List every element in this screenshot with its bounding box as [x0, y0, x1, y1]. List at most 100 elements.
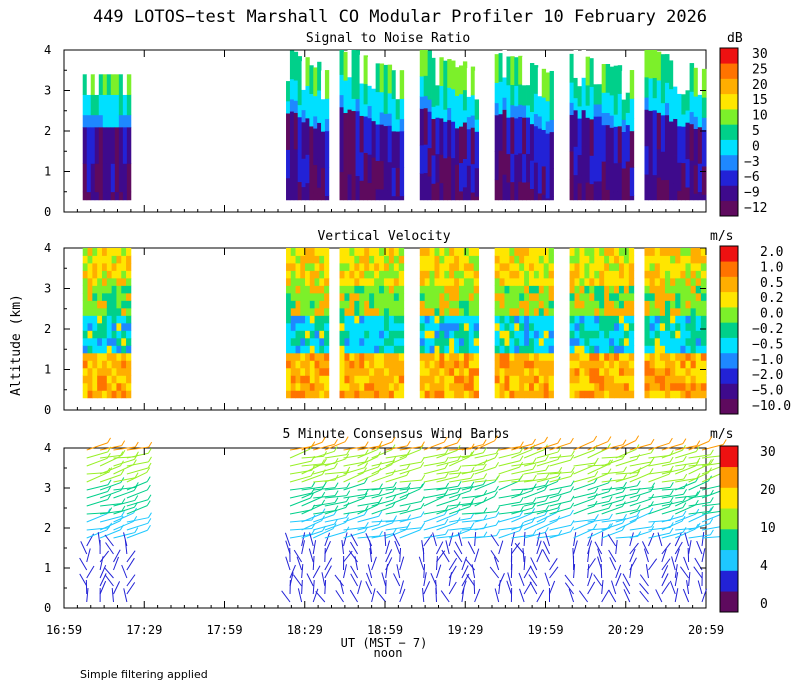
- velocity-cell: [106, 262, 113, 271]
- wind-barb: [289, 497, 311, 507]
- wind-barb: [461, 501, 484, 507]
- wind-barb: [461, 588, 465, 603]
- velocity-cell: [295, 285, 301, 294]
- snr-cell: [609, 95, 615, 116]
- wind-barb: [648, 442, 670, 451]
- velocity-cell: [690, 277, 697, 286]
- velocity-cell: [319, 277, 325, 286]
- velocity-cell: [319, 360, 325, 369]
- velocity-cell: [514, 262, 520, 271]
- velocity-cell: [574, 330, 580, 339]
- wind-barb-flag: [146, 467, 151, 473]
- velocity-cell: [533, 375, 540, 384]
- snr-cell: [664, 82, 670, 104]
- snr-cell: [589, 86, 595, 108]
- wind-barb: [506, 580, 512, 595]
- wind-barb: [549, 485, 572, 491]
- velocity-cell: [569, 352, 575, 361]
- velocity-cell: [524, 292, 530, 301]
- snr-cell: [529, 123, 535, 161]
- snr-cell: [419, 173, 425, 201]
- velocity-cell: [695, 352, 702, 361]
- wind-barb: [542, 541, 550, 555]
- velocity-cell: [514, 375, 520, 384]
- velocity-cell: [444, 277, 450, 286]
- velocity-cell: [344, 300, 350, 309]
- snr-cell: [343, 51, 348, 81]
- snr-cell: [569, 53, 574, 83]
- velocity-cell: [429, 285, 435, 294]
- velocity-cell: [419, 322, 426, 331]
- snr-cell: [297, 116, 302, 154]
- wind-barb: [601, 522, 623, 531]
- snr-cell: [399, 167, 405, 197]
- snr-cell: [625, 63, 631, 93]
- wind-barb: [622, 573, 631, 587]
- y-tick-label: 3: [44, 282, 51, 296]
- velocity-cell: [82, 382, 88, 391]
- snr-cell: [94, 94, 100, 116]
- snr-cell: [443, 109, 448, 122]
- wind-barb: [524, 469, 546, 475]
- velocity-cell: [594, 322, 600, 331]
- velocity-cell: [659, 375, 666, 384]
- wind-barb: [365, 581, 373, 595]
- snr-cell: [118, 191, 124, 201]
- wind-barb: [126, 529, 148, 539]
- wind-barb: [587, 558, 596, 571]
- velocity-cell: [504, 292, 510, 301]
- velocity-cell: [529, 255, 535, 264]
- snr-cell: [387, 125, 393, 163]
- wind-barb: [448, 565, 457, 579]
- snr-cell: [697, 66, 703, 95]
- velocity-cell: [319, 382, 325, 391]
- velocity-cell: [664, 270, 671, 279]
- wind-barb: [536, 459, 558, 467]
- velocity-cell: [675, 345, 681, 354]
- velocity-cell: [659, 270, 666, 279]
- x-tick-label: 17:59: [206, 623, 242, 637]
- velocity-cell: [463, 285, 470, 294]
- velocity-cell: [444, 270, 450, 279]
- velocity-cell: [286, 248, 292, 256]
- wind-barb: [549, 507, 571, 515]
- velocity-cell: [82, 307, 88, 316]
- snr-cell: [625, 112, 631, 126]
- velocity-cell: [599, 360, 605, 369]
- velocity-cell: [324, 382, 330, 391]
- velocity-cell: [509, 345, 515, 354]
- velocity-cell: [398, 375, 405, 384]
- wind-barb-flag: [134, 527, 139, 533]
- velocity-cell: [700, 255, 707, 264]
- velocity-cell: [344, 330, 350, 339]
- wind-barb-flag: [444, 518, 449, 525]
- velocity-cell: [604, 285, 610, 294]
- wind-barb: [648, 532, 655, 547]
- velocity-cell: [101, 330, 108, 339]
- x-axis-ticks: 16:59 17:29 17:59 18:29 18:59 19:29 19:59 20:29…: [46, 50, 724, 637]
- velocity-cell: [700, 315, 707, 324]
- velocity-cell: [101, 352, 108, 361]
- velocity-cell: [543, 390, 550, 399]
- velocity-cell: [473, 360, 480, 369]
- snr-cell: [510, 153, 515, 183]
- wind-barb: [399, 466, 421, 475]
- velocity-cell: [504, 307, 510, 316]
- wind-barb: [511, 479, 534, 483]
- snr-cell: [102, 126, 108, 164]
- velocity-cell: [339, 367, 345, 376]
- velocity-cell: [690, 248, 697, 256]
- velocity-cell: [524, 360, 530, 369]
- wind-barb: [688, 494, 711, 499]
- wind-barb: [498, 480, 520, 491]
- velocity-cell: [614, 307, 620, 316]
- velocity-cell: [121, 390, 127, 399]
- snr-cell: [529, 111, 535, 125]
- velocity-cell: [599, 277, 605, 286]
- velocity-cell: [388, 300, 395, 309]
- velocity-cell: [459, 337, 465, 346]
- snr-cell: [625, 92, 631, 113]
- snr-cell: [118, 114, 124, 128]
